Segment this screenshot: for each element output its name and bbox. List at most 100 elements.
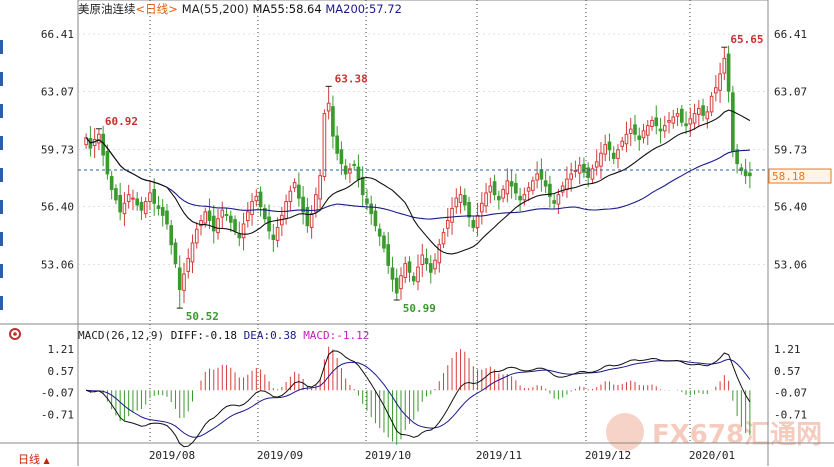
candle-body	[377, 228, 382, 237]
candle-body	[441, 232, 446, 245]
candle-body	[433, 259, 437, 270]
macd-diff-value: DIFF:-0.18	[170, 329, 237, 342]
x-tick-label: 2019/11	[476, 449, 522, 462]
candle-body	[548, 183, 552, 197]
candle-body	[492, 181, 497, 196]
candle-body	[671, 116, 676, 124]
candle-body	[216, 218, 220, 234]
candle-body	[114, 188, 118, 201]
candle-body	[645, 125, 650, 136]
candle-body	[284, 201, 288, 220]
candle-body	[403, 263, 408, 278]
left-edge-mark	[0, 40, 3, 54]
candle-body	[194, 228, 199, 244]
candle-body	[382, 235, 386, 249]
extreme-label: 63.38	[335, 72, 368, 85]
candle-body	[411, 276, 416, 282]
left-edge-mark	[0, 296, 3, 310]
candle-body	[339, 149, 344, 165]
y-tick-label-right: 59.73	[774, 143, 807, 156]
candle-body	[305, 207, 310, 227]
candle-body	[373, 210, 378, 227]
candle-body	[654, 117, 659, 127]
chart-header: 美原油连续<日线> MA(55,200) MA55:58.64 MA200:57.…	[78, 1, 402, 17]
candle-body	[718, 73, 722, 91]
candle-body	[152, 188, 157, 204]
candle-body	[586, 167, 591, 178]
candle-body	[267, 216, 271, 232]
candle-body	[624, 133, 629, 145]
watermark: FX678汇通网	[652, 420, 823, 450]
candle-body	[509, 181, 514, 187]
candle-body	[199, 220, 203, 227]
candle-body	[148, 192, 152, 203]
macd-tick-label-left: 0.57	[48, 365, 75, 378]
candle-body	[331, 106, 335, 137]
left-edge-mark	[0, 200, 3, 214]
period-button[interactable]: 日线 ▲	[18, 451, 50, 467]
y-tick-label-left: 53.06	[41, 258, 74, 271]
candle-body	[705, 111, 710, 120]
y-tick-label-right: 63.07	[774, 86, 807, 99]
candle-body	[233, 219, 237, 232]
candle-body	[539, 169, 544, 180]
candle-body	[390, 267, 395, 280]
macd-diff-line	[85, 350, 751, 448]
current-price-box	[768, 168, 832, 184]
candle-body	[650, 119, 654, 128]
candle-body	[726, 53, 731, 92]
candle-body	[445, 220, 450, 229]
candle-body	[565, 178, 569, 190]
candle-body	[258, 191, 263, 208]
candle-body	[569, 173, 573, 180]
extreme-label: 65.65	[730, 33, 763, 46]
candle-body	[135, 198, 140, 206]
candle-body	[662, 125, 667, 132]
candle-body	[731, 92, 735, 153]
candle-body	[637, 135, 642, 140]
candle-body	[143, 201, 148, 215]
candle-body	[467, 201, 471, 218]
macd-header: MACD(26,12,9) DIFF:-0.18 DEA:0.38 MACD:-…	[78, 329, 369, 342]
candle-body	[501, 188, 505, 199]
left-edge-mark	[0, 72, 3, 86]
candle-body	[326, 102, 331, 112]
x-tick-label: 2019/08	[149, 449, 195, 462]
extreme-label: 50.99	[403, 302, 436, 315]
y-tick-label-left: 59.73	[41, 143, 74, 156]
ma55-value: MA55:58.64	[252, 2, 322, 16]
candle-body	[360, 176, 365, 196]
settings-gear-icon[interactable]	[8, 327, 22, 341]
candle-body	[628, 128, 633, 134]
candle-body	[271, 234, 276, 240]
candle-body	[126, 194, 131, 203]
y-tick-label-right: 66.41	[774, 28, 807, 41]
candle-body	[590, 168, 595, 180]
candle-body	[722, 57, 727, 74]
candle-body	[480, 202, 484, 213]
candle-body	[203, 211, 208, 224]
candle-body	[407, 261, 412, 273]
candle-body	[701, 105, 705, 116]
left-edge-mark	[0, 136, 3, 150]
period-tag[interactable]: <日线>	[135, 2, 178, 16]
macd-tick-label-left: 1.21	[48, 343, 75, 356]
candle-body	[348, 168, 352, 174]
x-tick-label: 2020/01	[689, 449, 735, 462]
macd-tick-label-right: -0.07	[774, 387, 807, 400]
candle-body	[556, 194, 561, 205]
candle-body	[224, 213, 229, 216]
macd-tick-label-left: -0.07	[41, 387, 74, 400]
ma-params: MA(55,200)	[181, 2, 249, 16]
candle-body	[603, 144, 608, 155]
candle-body	[743, 170, 748, 177]
candle-body	[386, 244, 391, 266]
candle-body	[692, 113, 697, 124]
candle-body	[488, 185, 493, 193]
candle-body	[616, 149, 620, 159]
candle-body	[122, 202, 127, 215]
candle-body	[748, 172, 752, 177]
candle-body	[318, 175, 322, 200]
candle-body	[275, 226, 280, 241]
candle-body	[245, 211, 250, 222]
